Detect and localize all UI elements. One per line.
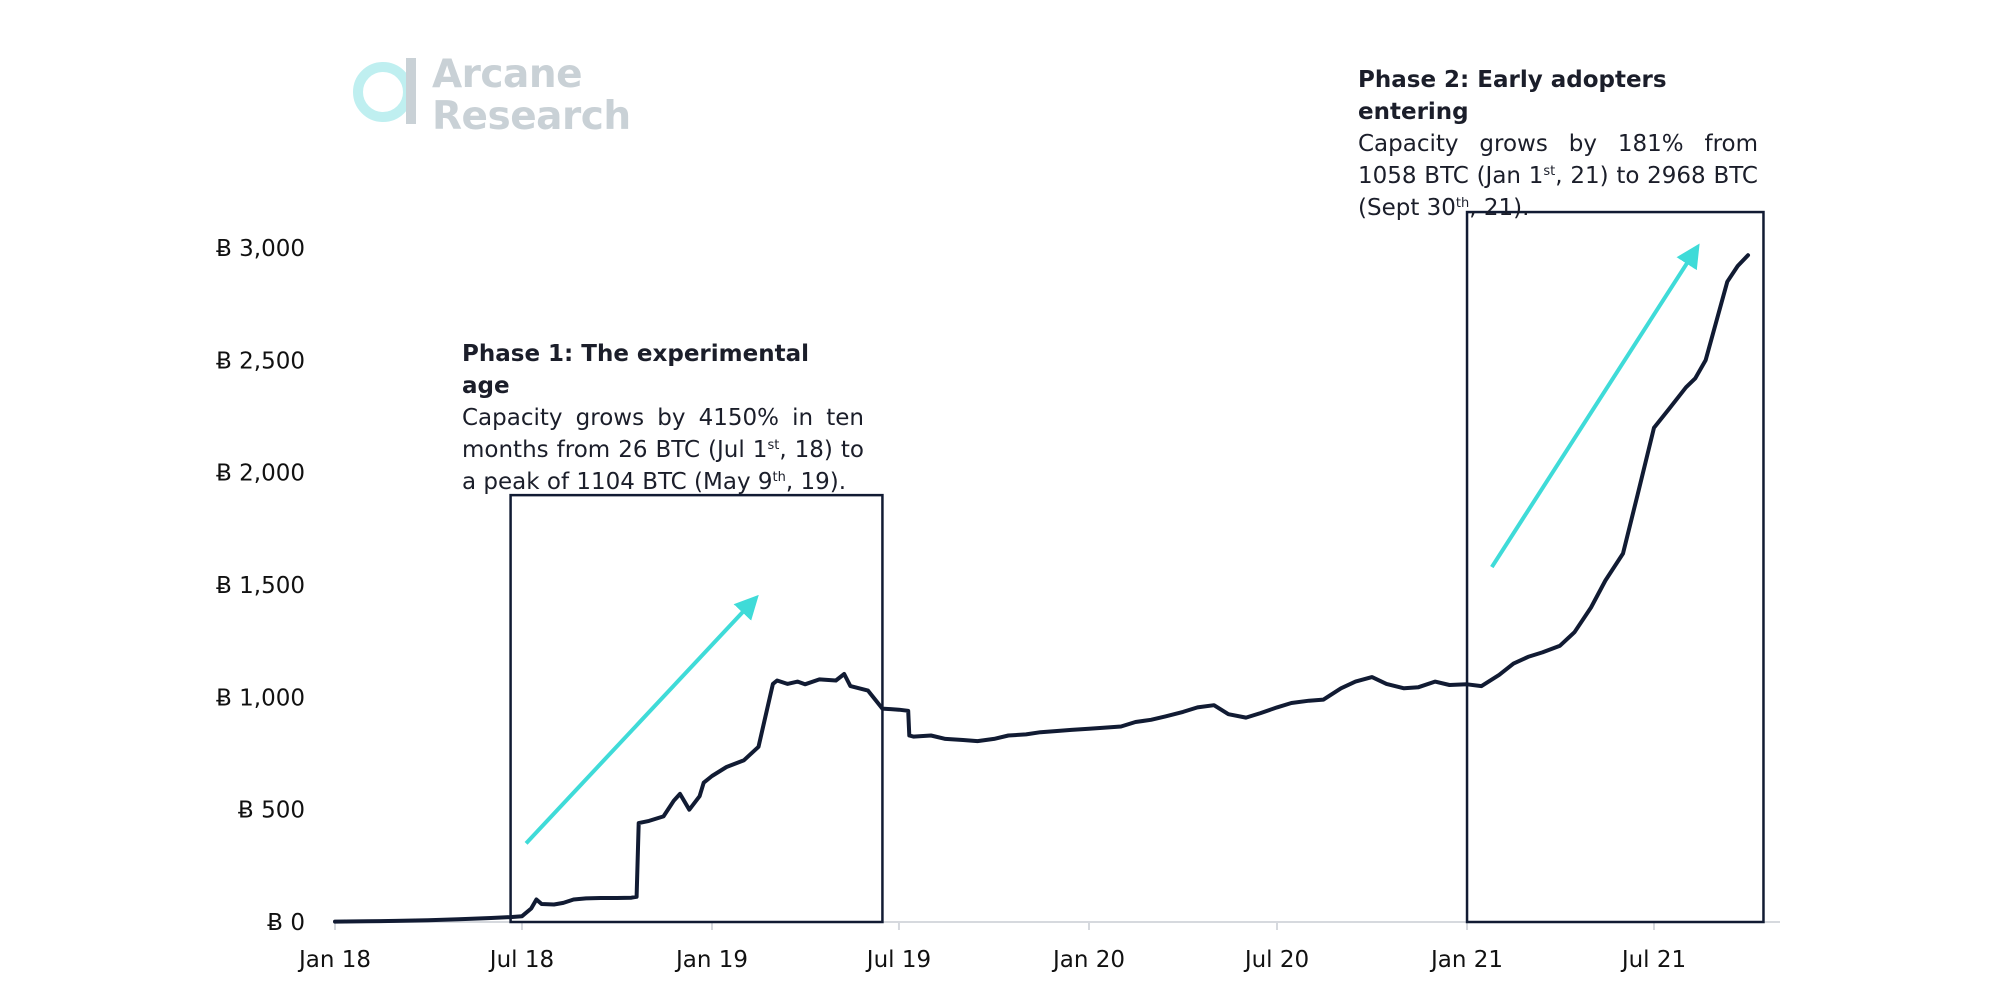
ordinal-suffix: st [767,438,780,453]
y-tick-label: Ƀ 1,000 [216,685,305,711]
annotation-text-part: Capacity grows by 181% from 1058 BTC (Ja… [1358,131,1758,189]
capacity-series-line [333,253,1750,924]
y-tick-label: Ƀ 0 [267,910,305,936]
x-tick-label: Jul 21 [1620,947,1686,973]
phase-2-arrow [1490,243,1700,569]
phase-1-annotation: Phase 1: The experimental age Capacity g… [462,338,864,498]
x-tick-label: Jan 19 [674,947,748,973]
phase-1-title: Phase 1: The experimental age [462,341,809,399]
phase-1-arrow [524,594,759,845]
x-tick-label: Jan 20 [1051,947,1125,973]
x-tick-label: Jan 18 [297,947,371,973]
y-tick-label: Ƀ 3,000 [216,236,305,262]
phase-2-annotation: Phase 2: Early adopters entering Capacit… [1358,64,1758,224]
annotation-text-part: Capacity grows by 4150% in ten months fr… [462,405,864,463]
arcane-research-logo: Arcane Research [350,52,631,142]
y-tick-label: Ƀ 500 [238,798,305,824]
annotation-text-part: , 21) to 2968 BTC (Sept 30 [1358,163,1758,221]
phase-2-title: Phase 2: Early adopters entering [1358,67,1667,125]
arcane-logo-icon [353,58,416,124]
ordinal-suffix: th [1455,196,1470,211]
y-tick-label: Ƀ 2,500 [216,348,305,374]
annotation-text-part: , 18) to a peak of 1104 BTC (May 9 [462,437,864,495]
x-tick-label: Jan 21 [1429,947,1503,973]
phase-1-box [509,493,884,924]
annotation-text-part: , 19). [785,469,847,495]
ordinal-suffix: st [1543,164,1556,179]
x-tick-label: Jul 18 [488,947,554,973]
logo-text: Arcane Research [432,54,631,138]
phase-2-text: Capacity grows by 181% from 1058 BTC (Ja… [1358,128,1758,224]
y-tick-label: Ƀ 2,000 [216,461,305,487]
ordinal-suffix: th [772,470,786,485]
x-tick-label: Jul 19 [865,947,931,973]
phase-1-text: Capacity grows by 4150% in ten months fr… [462,402,864,498]
logo-line-1: Arcane [432,52,583,97]
phase-2-box [1465,210,1765,924]
x-tick-label: Jul 20 [1243,947,1309,973]
annotation-text-part: , 21). [1469,195,1530,221]
y-tick-label: Ƀ 1,500 [216,573,305,599]
logo-line-2: Research [432,94,631,139]
